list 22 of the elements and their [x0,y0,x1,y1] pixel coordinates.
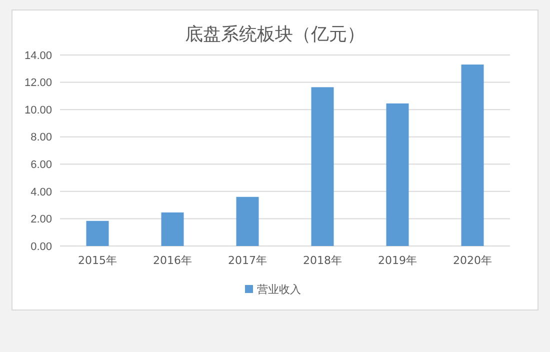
y-tick-label: 0.00 [30,240,52,253]
y-tick-label: 4.00 [30,186,52,198]
bar [86,220,109,246]
y-tick-label: 6.00 [30,158,52,171]
y-tick-label: 14.00 [24,50,52,62]
bar [311,87,334,246]
x-tick-label: 2020年 [453,254,492,267]
bar [386,103,409,246]
y-tick-label: 12.00 [24,77,52,90]
x-tick-label: 2015年 [78,254,117,267]
legend-label: 营业收入 [257,283,301,296]
chart-title: 底盘系统板块（亿元） [185,24,365,45]
bar [236,196,259,246]
x-tick-label: 2016年 [153,254,192,267]
x-tick-label: 2018年 [303,254,342,267]
y-tick-label: 2.00 [30,214,52,226]
y-tick-label: 8.00 [30,132,52,144]
y-tick-label: 10.00 [24,104,52,116]
bar [461,64,484,246]
bar [161,212,184,246]
x-tick-label: 2019年 [378,254,417,267]
x-tick-label: 2017年 [228,254,267,267]
